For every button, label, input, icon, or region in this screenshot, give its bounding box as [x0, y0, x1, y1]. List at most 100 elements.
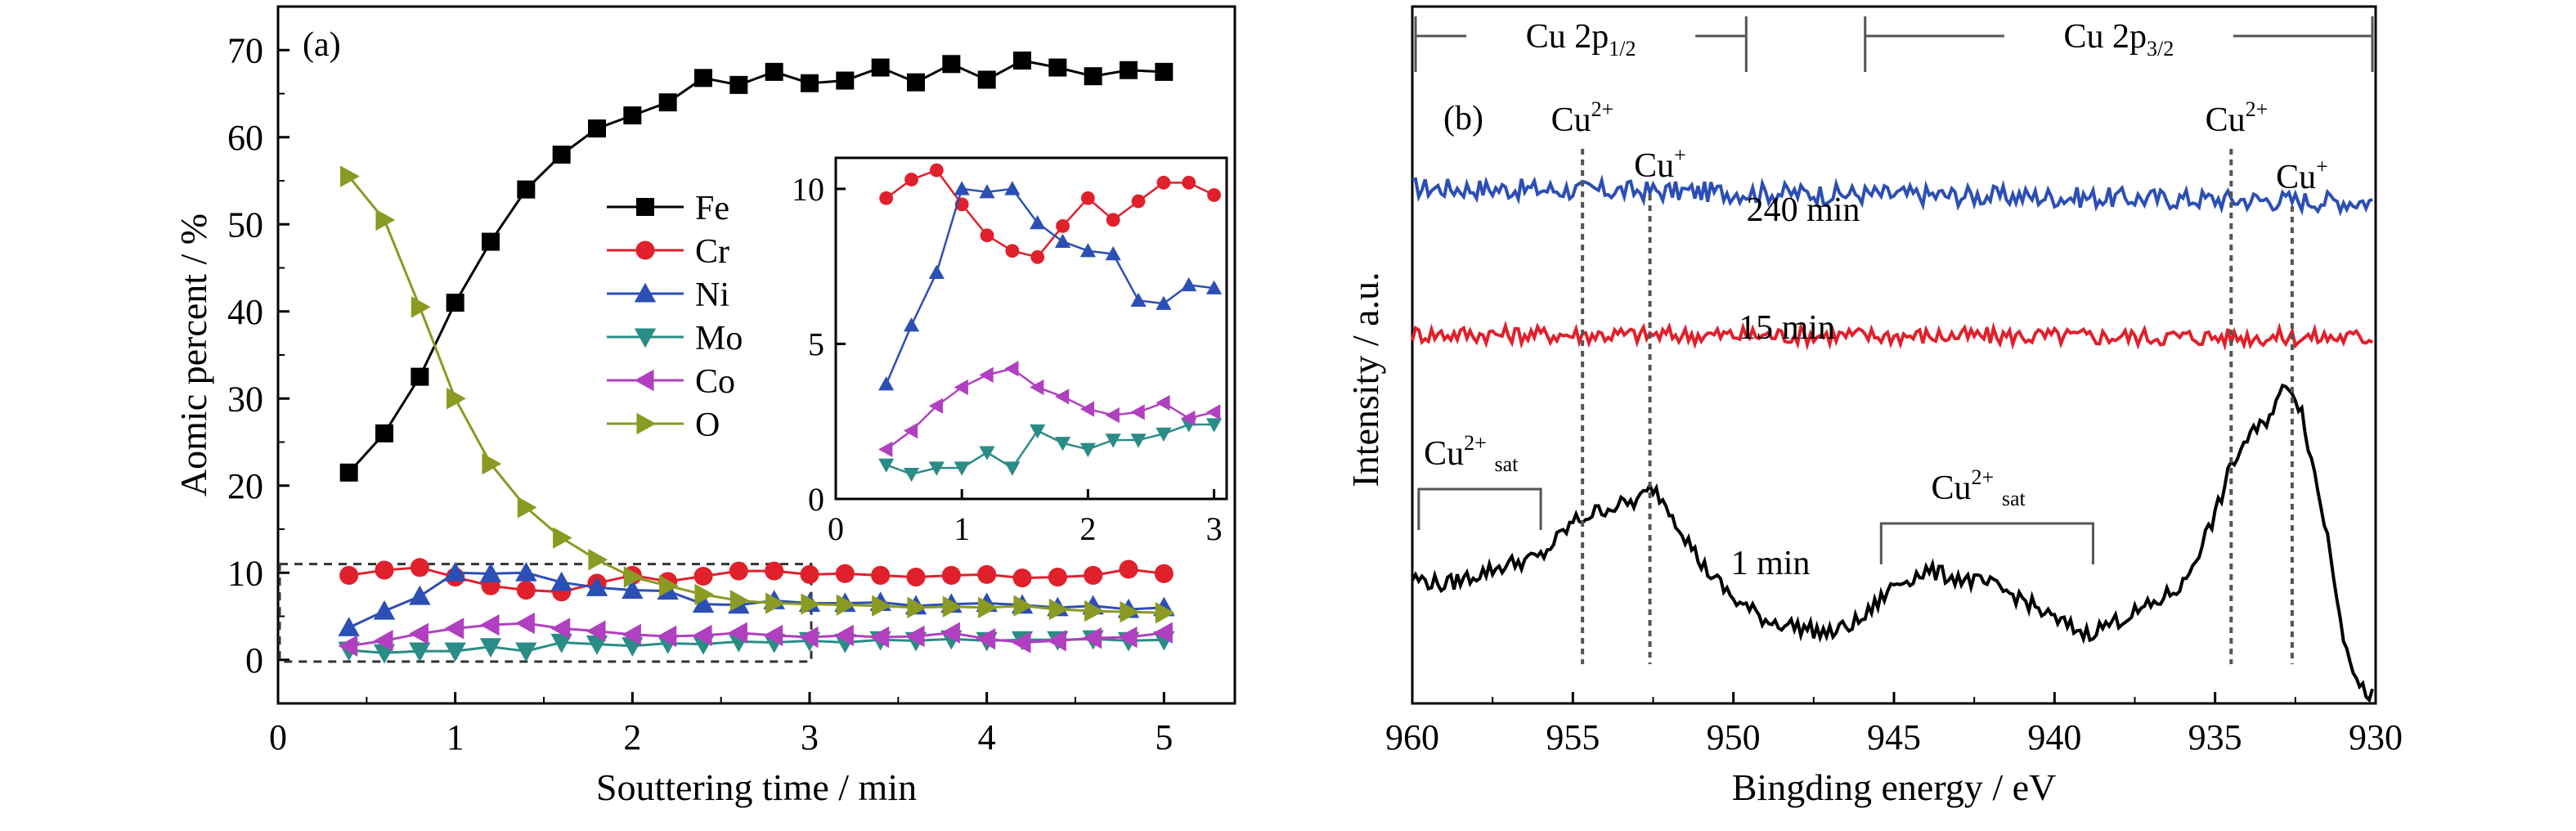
spectrum-240-min: [1411, 174, 2373, 217]
inset-data-point-co: [1181, 410, 1196, 427]
series-fe: [339, 52, 1174, 482]
data-point-cr: [765, 561, 784, 581]
series-o: [340, 165, 1175, 624]
legend: Fe Cr Ni Mo Co O: [607, 190, 743, 444]
spectrum-1-min: [1411, 383, 2374, 703]
x-tick-label: 935: [2188, 717, 2242, 757]
inset-data-point-ni: [1181, 276, 1197, 292]
inset-data-point-cr: [1005, 244, 1020, 258]
inset-series-mo: [878, 418, 1223, 483]
y-tick-label: 50: [227, 204, 263, 245]
inset-data-point-mo: [903, 467, 920, 483]
inset-data-point-cr: [1030, 249, 1045, 264]
region-label-1: Cu 2p1/2: [1414, 16, 1748, 72]
data-point-co: [763, 624, 783, 647]
inset-data-point-ni: [1105, 245, 1121, 261]
x-axis-title: Bingding energy / eV: [1732, 766, 2056, 808]
data-point-fe: [446, 294, 464, 312]
data-point-o: [659, 575, 679, 597]
inset-x-tick-label: 3: [1206, 510, 1223, 547]
data-point-o: [942, 595, 963, 618]
region-label-text: Cu 2p3/2: [2063, 18, 2174, 61]
x-tick-label: 940: [2027, 717, 2081, 757]
data-point-cr: [729, 561, 748, 581]
peak-label: Cu+: [1634, 143, 1686, 185]
inset-data-point-mo: [979, 446, 995, 460]
inset-data-point-ni: [1079, 243, 1096, 258]
data-point-co: [622, 623, 641, 646]
data-point-cr: [693, 566, 713, 586]
data-point-ni: [550, 571, 572, 591]
data-point-fe: [694, 69, 712, 88]
data-point-o: [801, 593, 821, 615]
x-tick-label: 1: [447, 717, 464, 757]
inset-data-point-cr: [1207, 188, 1221, 202]
x-tick-label: 945: [1867, 717, 1921, 757]
data-point-o: [517, 496, 537, 519]
legend-label-fe: Fe: [695, 190, 729, 227]
data-point-co: [692, 624, 712, 647]
legend-marker: [634, 369, 654, 392]
inset-data-point-mo: [1030, 424, 1046, 439]
data-point-co: [515, 612, 535, 635]
data-point-o: [694, 583, 715, 606]
data-point-fe: [658, 93, 677, 112]
legend-label-co: Co: [695, 363, 735, 401]
data-point-co: [728, 622, 747, 644]
inset: 0 1 2 3 0 5 10: [792, 156, 1228, 547]
data-point-fe: [836, 71, 855, 90]
x-tick-label: 930: [2349, 717, 2403, 757]
x-tick-label: 3: [801, 717, 819, 757]
panel-label: (a): [303, 26, 341, 64]
inset-data-point-cr: [929, 163, 944, 177]
data-point-cr: [977, 564, 997, 584]
data-point-ni: [479, 563, 502, 582]
peak-label-superscript: 2+: [2246, 97, 2269, 121]
data-point-o: [872, 595, 891, 617]
data-point-o: [765, 592, 785, 614]
spectrum-label-15-min: 15 min: [1739, 309, 1835, 347]
inset-data-point-co: [1079, 401, 1095, 417]
inset-data-point-ni: [1156, 295, 1172, 310]
satellite-label-superscript: 2+: [1972, 465, 1995, 489]
data-point-fe: [1084, 67, 1102, 86]
data-point-co: [444, 618, 464, 640]
data-point-co: [479, 613, 500, 636]
data-point-fe: [552, 146, 571, 164]
inset-data-point-mo: [1004, 461, 1021, 476]
inset-data-point-mo: [1205, 418, 1223, 433]
x-tick-label: 960: [1385, 717, 1439, 757]
x-tick-label: 955: [1546, 717, 1600, 757]
inset-data-point-ni: [1130, 292, 1147, 308]
inset-data-point-ni: [1004, 181, 1021, 195]
legend-marker: [634, 282, 657, 303]
inset-series-line: [885, 187, 1214, 385]
inset-y-tick-label: 5: [808, 326, 824, 362]
spectrum-15-min: [1411, 320, 2374, 352]
data-point-co: [373, 630, 393, 652]
data-point-fe: [871, 58, 890, 77]
inset-data-point-ni: [1030, 215, 1046, 230]
inset-data-point-mo: [1054, 437, 1071, 451]
region-label-text: Cu 2p1/2: [1526, 18, 1636, 61]
data-point-cr: [835, 564, 855, 583]
inset-data-point-mo: [928, 461, 945, 476]
data-point-o: [1084, 600, 1104, 622]
peak-label: Cu+: [2276, 155, 2328, 196]
data-point-fe: [729, 75, 748, 94]
data-point-co: [1082, 627, 1102, 649]
inset-series-cr: [879, 163, 1221, 264]
peak-label: Cu2+: [2206, 97, 2269, 139]
peak-marker-1: Cu2+: [1551, 97, 1613, 664]
data-point-fe: [907, 73, 925, 92]
data-point-cr: [1048, 568, 1067, 587]
spectrum-line: [1411, 383, 2374, 703]
data-point-cr: [800, 564, 819, 584]
data-point-mo: [550, 633, 572, 654]
data-point-o: [1120, 600, 1140, 623]
data-point-ni: [692, 593, 715, 613]
data-point-o: [623, 566, 644, 588]
data-point-o: [1155, 602, 1175, 624]
satellite-bracket-line: [1417, 487, 1542, 530]
data-point-fe: [375, 424, 393, 442]
